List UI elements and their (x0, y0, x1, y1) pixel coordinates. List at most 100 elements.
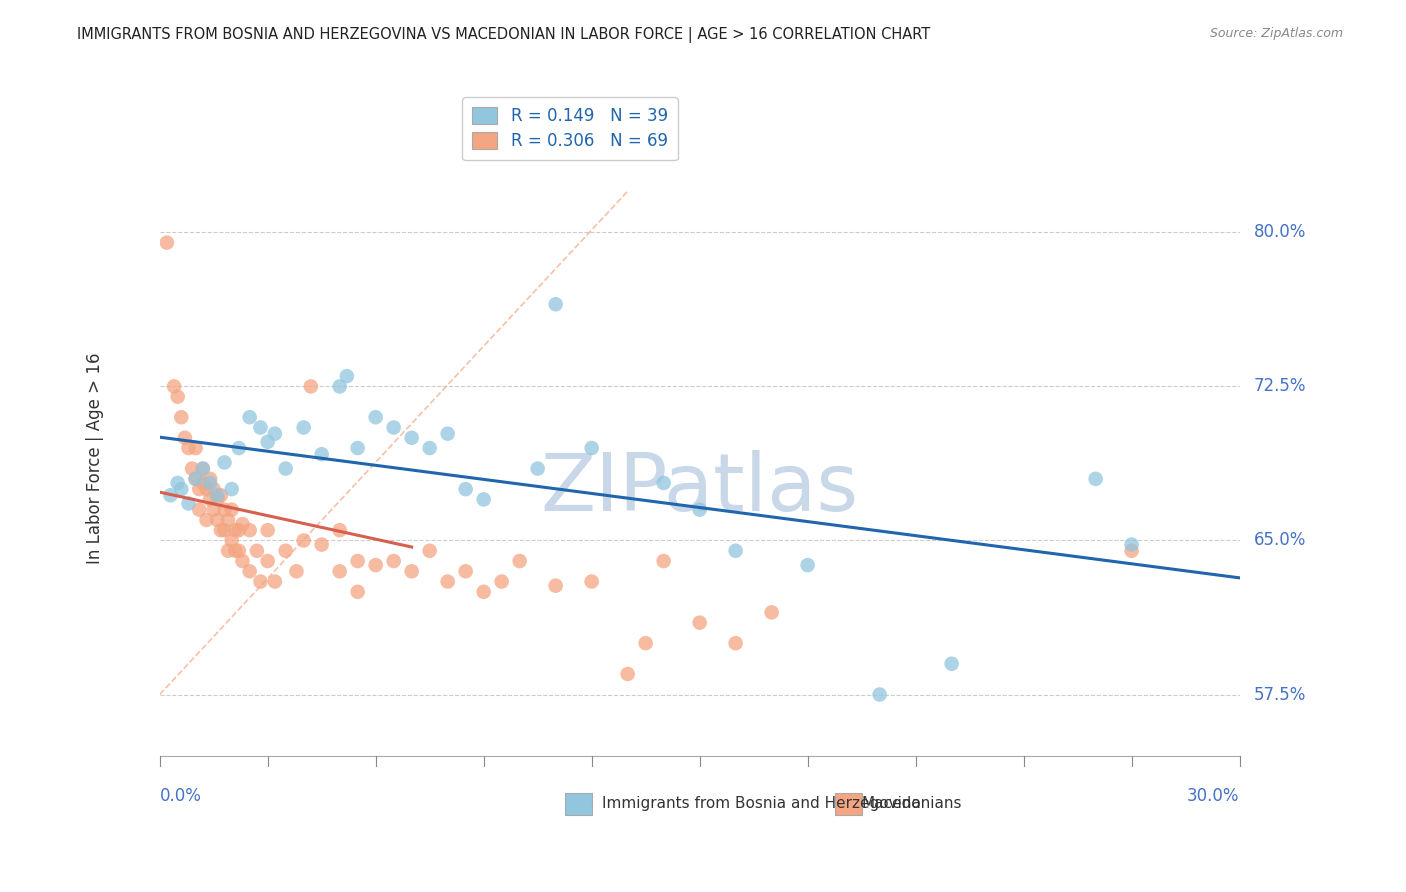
Point (329, 523, 352, 537)
Point (191, 461, 214, 475)
Point (1084, 472, 1107, 486)
Point (214, 455, 236, 469)
Point (217, 513, 239, 527)
Point (166, 390, 188, 404)
Point (228, 523, 250, 537)
Point (724, 636, 747, 650)
Point (221, 502, 243, 516)
Point (207, 492, 229, 507)
Point (382, 420, 405, 434)
Point (346, 441, 368, 455)
Point (184, 472, 207, 486)
Point (581, 441, 603, 455)
Point (231, 554, 253, 568)
Point (209, 523, 232, 537)
Point (198, 475, 221, 490)
Point (382, 554, 405, 568)
Point (419, 543, 441, 558)
Point (1121, 543, 1143, 558)
Point (285, 564, 308, 578)
Point (311, 538, 333, 552)
Point (869, 688, 891, 702)
Point (263, 426, 285, 441)
Text: Source: ZipAtlas.com: Source: ZipAtlas.com (1209, 27, 1343, 40)
Point (181, 461, 204, 475)
Point (156, 235, 179, 250)
Text: 30.0%: 30.0% (1187, 787, 1240, 805)
Point (616, 667, 638, 681)
FancyBboxPatch shape (835, 793, 862, 814)
Point (207, 488, 229, 502)
Point (249, 420, 271, 434)
Text: In Labor Force | Age > 16: In Labor Force | Age > 16 (86, 352, 104, 564)
Point (173, 431, 195, 445)
Point (263, 574, 285, 589)
Text: 72.5%: 72.5% (1254, 377, 1306, 395)
Point (163, 379, 186, 393)
Point (198, 472, 221, 486)
Point (214, 523, 236, 537)
Point (419, 441, 441, 455)
Text: 65.0%: 65.0% (1254, 532, 1306, 549)
Point (436, 574, 458, 589)
Text: Immigrants from Bosnia and Herzegovina: Immigrants from Bosnia and Herzegovina (602, 797, 921, 812)
Point (184, 472, 207, 486)
Point (239, 564, 262, 578)
Point (256, 523, 278, 537)
Point (188, 502, 211, 516)
Point (231, 516, 253, 531)
Point (401, 564, 423, 578)
Point (246, 543, 269, 558)
Point (256, 554, 278, 568)
Point (509, 554, 531, 568)
Legend: R = 0.149   N = 39, R = 0.306   N = 69: R = 0.149 N = 39, R = 0.306 N = 69 (463, 97, 678, 161)
Point (634, 636, 657, 650)
Point (401, 431, 423, 445)
Point (224, 523, 246, 537)
Point (336, 369, 359, 384)
Point (166, 475, 188, 490)
Point (581, 574, 603, 589)
Point (228, 543, 250, 558)
Point (311, 447, 333, 461)
Point (292, 420, 315, 434)
Point (472, 492, 495, 507)
Point (329, 379, 352, 393)
Point (652, 475, 675, 490)
Point (249, 574, 271, 589)
Point (191, 461, 214, 475)
Point (454, 482, 477, 496)
Point (191, 475, 214, 490)
Point (177, 496, 200, 510)
Point (202, 482, 225, 496)
Point (491, 574, 513, 589)
Point (177, 441, 200, 455)
Point (761, 606, 783, 620)
Point (796, 558, 818, 573)
Point (544, 297, 567, 311)
Point (724, 543, 747, 558)
Point (195, 513, 218, 527)
Text: 0.0%: 0.0% (160, 787, 201, 805)
Point (274, 543, 297, 558)
Point (207, 513, 229, 527)
Point (544, 579, 567, 593)
Point (436, 426, 458, 441)
Text: ZIPatlas: ZIPatlas (540, 450, 859, 528)
Point (689, 615, 711, 630)
Point (346, 584, 368, 599)
FancyBboxPatch shape (565, 793, 592, 814)
Point (214, 502, 236, 516)
Point (239, 410, 262, 425)
Point (472, 584, 495, 599)
Point (526, 461, 548, 475)
Point (364, 410, 387, 425)
Text: IMMIGRANTS FROM BOSNIA AND HERZEGOVINA VS MACEDONIAN IN LABOR FORCE | AGE > 16 C: IMMIGRANTS FROM BOSNIA AND HERZEGOVINA V… (77, 27, 931, 43)
Point (454, 564, 477, 578)
Text: 57.5%: 57.5% (1254, 686, 1306, 704)
Point (274, 461, 297, 475)
Point (195, 482, 218, 496)
Point (299, 379, 322, 393)
Point (170, 482, 193, 496)
Point (221, 533, 243, 548)
